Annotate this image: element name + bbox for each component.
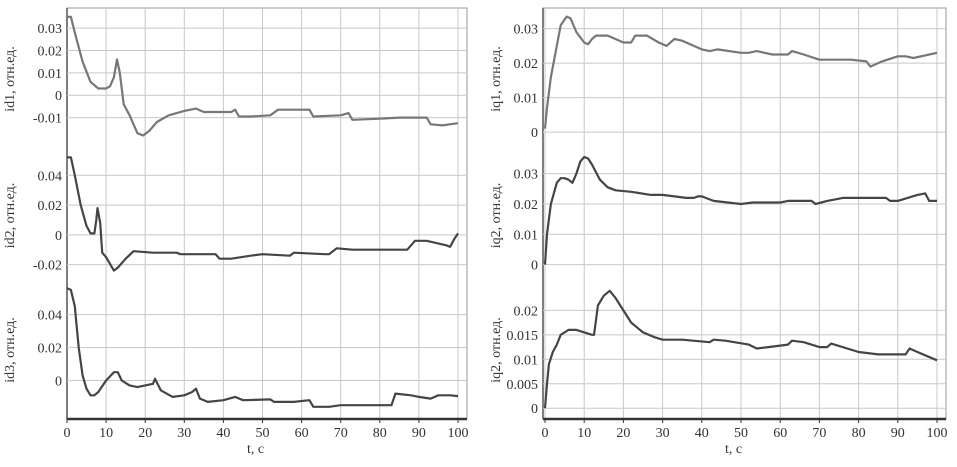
x-tick-label: 10 xyxy=(577,426,591,441)
y-tick-label: 0.04 xyxy=(38,169,63,184)
x-tick-label: 70 xyxy=(812,426,826,441)
x-tick-label: 30 xyxy=(177,426,191,441)
x-tick-label: 50 xyxy=(734,426,748,441)
x-tick-label: 40 xyxy=(695,426,709,441)
y-axis-label: id3, отн.ед. xyxy=(3,317,18,382)
x-tick-label: 50 xyxy=(256,426,270,441)
x-tick-label: 60 xyxy=(773,426,787,441)
y-tick-label: 0 xyxy=(531,402,538,417)
y-tick-label: 0.005 xyxy=(507,378,539,393)
series-line xyxy=(67,156,459,272)
y-tick-label: 0 xyxy=(55,89,62,104)
y-axis-label: id2, отн.ед. xyxy=(3,183,18,248)
y-tick-label: 0.015 xyxy=(507,329,539,344)
y-tick-label: 0.02 xyxy=(514,198,539,213)
x-tick-label: 80 xyxy=(852,426,866,441)
xlabel-right: t, c xyxy=(725,442,743,457)
y-axis-label: id1, отн.ед. xyxy=(3,46,18,111)
y-tick-label: 0.01 xyxy=(514,92,539,107)
y-tick-label: 0 xyxy=(531,126,538,141)
panel-5: 0.03 0.02 0.01 0 iq2, отн.ед. xyxy=(489,155,946,274)
y-tick-label: 0.02 xyxy=(514,57,539,72)
y-axis-label: iq2, отн.ед. xyxy=(489,183,504,248)
y-tick-label: 0.04 xyxy=(38,309,63,324)
series-line xyxy=(543,155,937,265)
x-tick-label: 20 xyxy=(138,426,152,441)
plot-frame-left xyxy=(66,7,468,420)
y-tick-label: 0.02 xyxy=(38,44,63,59)
x-tick-label: 40 xyxy=(216,426,230,441)
x-tick-label: 100 xyxy=(927,426,948,441)
y-axis-label: iq2, отн.ед. xyxy=(489,317,504,382)
x-tick-label: 90 xyxy=(891,426,905,441)
x-tick-label: 30 xyxy=(656,426,670,441)
panel-3: 0.04 0.02 0 id3, отн.ед. xyxy=(3,287,467,408)
y-tick-label: 0.03 xyxy=(38,22,63,37)
y-tick-label: 0.03 xyxy=(514,168,539,183)
x-tick-label: 0 xyxy=(64,426,71,441)
series-line xyxy=(67,15,459,137)
y-tick-label: 0 xyxy=(531,259,538,274)
series-line xyxy=(543,15,938,129)
series-line xyxy=(543,289,938,409)
y-tick-label: 0.03 xyxy=(514,23,539,38)
panel-4: 0.03 0.02 0.01 0 iq1, отн.ед. xyxy=(489,15,946,141)
y-tick-label: -0.02 xyxy=(33,259,62,274)
y-axis-label: iq1, отн.ед. xyxy=(489,46,504,111)
y-tick-label: 0.02 xyxy=(514,304,539,319)
y-tick-label: 0.01 xyxy=(38,67,63,82)
panel-1: 0.03 0.02 0.01 0 -0.01 id1, отн.ед. xyxy=(3,15,467,137)
panel-2: 0.04 0.02 0 -0.02 id2, отн.ед. xyxy=(3,156,467,274)
x-tick-label: 0 xyxy=(542,426,549,441)
x-tick-label: 70 xyxy=(334,426,348,441)
y-tick-label: 0.02 xyxy=(38,342,63,357)
x-tick-label: 90 xyxy=(412,426,426,441)
x-tick-label: 60 xyxy=(295,426,309,441)
panel-6: 0.02 0.015 0.01 0.005 0 iq2, отн.ед. xyxy=(489,289,946,417)
x-tick-label: 10 xyxy=(99,426,113,441)
plot-frame-right xyxy=(542,7,947,420)
series-line xyxy=(66,287,459,408)
x-tick-label: 100 xyxy=(448,426,469,441)
y-tick-label: 0 xyxy=(55,374,62,389)
x-tick-label: 20 xyxy=(616,426,630,441)
y-tick-label: 0 xyxy=(55,229,62,244)
y-tick-label: -0.01 xyxy=(33,112,62,127)
y-tick-label: 0.01 xyxy=(514,228,539,243)
xlabel-left: t, c xyxy=(247,442,265,457)
x-tick-label: 80 xyxy=(373,426,387,441)
y-tick-label: 0.01 xyxy=(514,353,539,368)
y-tick-label: 0.02 xyxy=(38,199,63,214)
